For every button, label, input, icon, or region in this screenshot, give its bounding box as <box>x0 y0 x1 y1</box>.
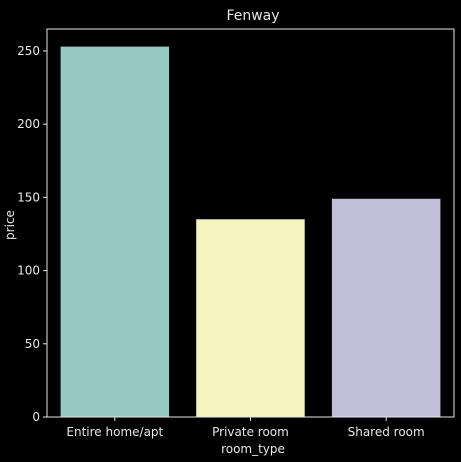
y-tick-label: 50 <box>25 337 40 351</box>
x-axis-label: room_type <box>221 442 285 456</box>
y-axis-label: price <box>3 210 17 240</box>
y-tick-label: 200 <box>17 117 40 131</box>
bar <box>60 46 170 417</box>
bar <box>331 198 441 417</box>
y-tick-label: 150 <box>17 190 40 204</box>
x-tick-label: Private room <box>212 425 289 439</box>
y-tick-label: 0 <box>32 410 40 424</box>
bar <box>196 219 305 417</box>
chart-title: Fenway <box>226 8 279 24</box>
y-tick-label: 250 <box>17 44 40 58</box>
x-tick-label: Shared room <box>348 425 425 439</box>
y-tick-label: 100 <box>17 264 40 278</box>
plot-area: Entire home/apt Private room Shared room 0 5… <box>17 28 455 439</box>
plot-frame <box>46 28 455 418</box>
x-tick-label: Entire home/apt <box>66 425 163 439</box>
